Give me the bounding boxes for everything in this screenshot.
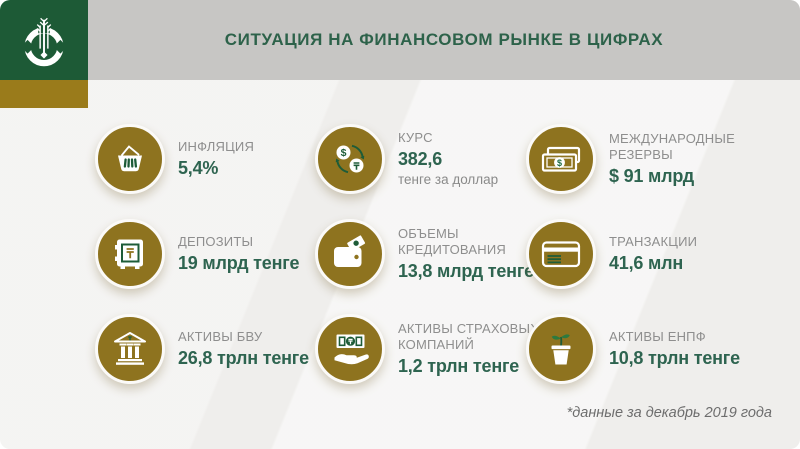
- stat-item-transactions: ТРАНЗАКЦИИ 41,6 млн: [526, 219, 697, 289]
- stat-label: КУРС: [398, 130, 433, 145]
- stat-text: АКТИВЫ БВУ 26,8 трлн тенге: [178, 329, 309, 370]
- basket-icon: [95, 124, 165, 194]
- banknotes-icon: $: [526, 124, 596, 194]
- stat-item-bank-assets: АКТИВЫ БВУ 26,8 трлн тенге: [95, 314, 309, 384]
- gold-accent-strip: [0, 80, 88, 108]
- stat-item-deposits: ДЕПОЗИТЫ 19 млрд тенге: [95, 219, 300, 289]
- stat-text: ТРАНЗАКЦИИ 41,6 млн: [609, 234, 697, 275]
- stat-label: АКТИВЫ ЕНПФ: [609, 328, 706, 344]
- stat-value: 382,6: [398, 149, 443, 169]
- safe-icon: [95, 219, 165, 289]
- stat-value: 41,6 млн: [609, 252, 684, 273]
- stat-label: ТРАНЗАКЦИИ: [609, 233, 698, 249]
- header-bar: СИТУАЦИЯ НА ФИНАНСОВОМ РЫНКЕ В ЦИФРАХ: [88, 0, 800, 80]
- stat-item-inflation: ИНФЛЯЦИЯ 5,4%: [95, 124, 254, 194]
- wallet-icon: [315, 219, 385, 289]
- stat-text: МЕЖДУНАРОДНЫЕ РЕЗЕРВЫ $ 91 млрд: [609, 131, 779, 188]
- stat-value: 1,2 трлн тенге: [398, 355, 520, 376]
- stat-text: АКТИВЫ СТРАХОВЫХ КОМПАНИЙ 1,2 трлн тенге: [398, 321, 548, 378]
- stat-value: 19 млрд тенге: [178, 252, 300, 273]
- stat-label: МЕЖДУНАРОДНЫЕ РЕЗЕРВЫ: [609, 130, 735, 162]
- credit-card-icon: [526, 219, 596, 289]
- stat-text: ИНФЛЯЦИЯ 5,4%: [178, 139, 254, 180]
- stat-value: 5,4%: [178, 157, 219, 178]
- svg-text:$: $: [341, 147, 347, 159]
- stat-value: 10,8 трлн тенге: [609, 347, 740, 368]
- page-title: СИТУАЦИЯ НА ФИНАНСОВОМ РЫНКЕ В ЦИФРАХ: [224, 30, 664, 49]
- stat-item-insurance-assets: АКТИВЫ СТРАХОВЫХ КОМПАНИЙ 1,2 трлн тенге: [315, 314, 548, 384]
- bank-building-icon: [95, 314, 165, 384]
- stat-text: ОБЪЕМЫ КРЕДИТОВАНИЯ 13,8 млрд тенге: [398, 226, 548, 283]
- stat-text: АКТИВЫ ЕНПФ 10,8 трлн тенге: [609, 329, 740, 370]
- national-bank-emblem-icon: [20, 17, 68, 67]
- stat-value: $ 91 млрд: [609, 165, 694, 186]
- stat-label: АКТИВЫ БВУ: [178, 328, 263, 344]
- sprout-pot-icon: [526, 314, 596, 384]
- stat-item-exchange-rate: $ КУРС 382,6 тенге за доллар: [315, 124, 498, 194]
- stat-label: ОБЪЕМЫ КРЕДИТОВАНИЯ: [398, 225, 506, 257]
- national-bank-logo: [0, 0, 88, 80]
- stat-text: КУРС 382,6 тенге за доллар: [398, 130, 498, 188]
- stat-label: АКТИВЫ СТРАХОВЫХ КОМПАНИЙ: [398, 320, 540, 352]
- stat-item-loans: ОБЪЕМЫ КРЕДИТОВАНИЯ 13,8 млрд тенге: [315, 219, 548, 289]
- svg-text:$: $: [557, 158, 562, 168]
- stat-item-reserves: $ МЕЖДУНАРОДНЫЕ РЕЗЕРВЫ $ 91 млрд: [526, 124, 779, 194]
- stat-label: ИНФЛЯЦИЯ: [178, 138, 255, 154]
- stat-value: 13,8 млрд тенге: [398, 260, 534, 281]
- stat-subtext: тенге за доллар: [398, 172, 499, 187]
- stat-value: 26,8 трлн тенге: [178, 347, 309, 368]
- hand-money-icon: [315, 314, 385, 384]
- stat-text: ДЕПОЗИТЫ 19 млрд тенге: [178, 233, 300, 275]
- currency-exchange-icon: $: [315, 124, 385, 194]
- stat-item-pension-assets: АКТИВЫ ЕНПФ 10,8 трлн тенге: [526, 314, 740, 384]
- data-period-note: *данные за декабрь 2019 года: [566, 405, 772, 421]
- stat-label: ДЕПОЗИТЫ: [178, 233, 254, 249]
